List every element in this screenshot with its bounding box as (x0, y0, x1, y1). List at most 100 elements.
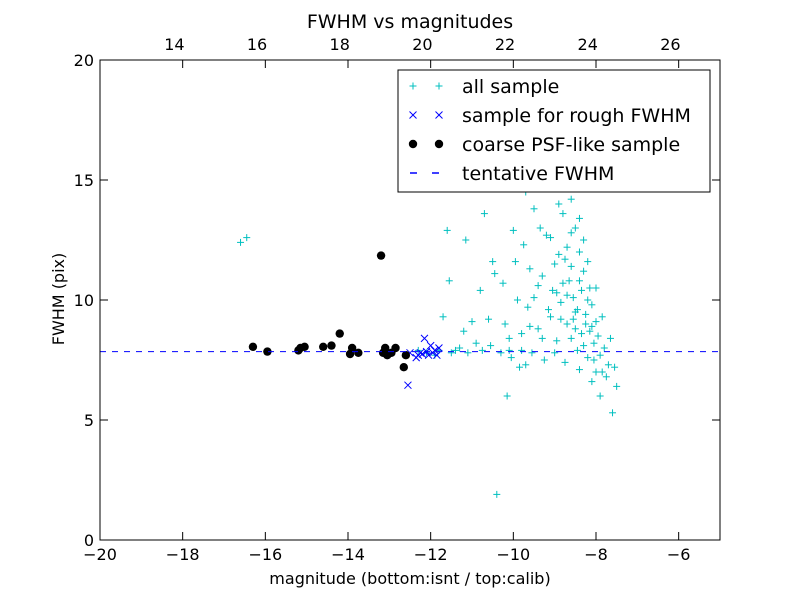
all-sample-point (592, 318, 600, 326)
all-sample-point (609, 409, 617, 417)
x-axis-label: magnitude (bottom:isnt / top:calib) (269, 569, 550, 588)
all-sample-point (555, 200, 563, 208)
psf-like-point (347, 343, 357, 353)
rough-fwhm-point (404, 381, 412, 390)
all-sample-point (476, 286, 484, 294)
all-sample-point (588, 301, 596, 309)
all-sample-point (584, 296, 592, 304)
legend-label: all sample (462, 76, 559, 98)
all-sample-point (530, 205, 538, 213)
all-sample-point (513, 296, 521, 304)
all-sample-point (606, 334, 614, 342)
all-sample-point (530, 294, 538, 302)
all-sample-point (462, 236, 470, 244)
all-sample-point (598, 313, 606, 321)
legend-marker-icon (409, 111, 417, 119)
psf-like-point (319, 342, 328, 351)
all-sample-point (485, 315, 493, 323)
all-sample-point (516, 363, 524, 371)
all-sample-point (489, 258, 497, 266)
all-sample-point (573, 346, 581, 354)
rough-fwhm-point (435, 344, 443, 352)
all-sample-point (551, 349, 559, 357)
all-sample-point (478, 346, 486, 354)
all-sample-point (588, 378, 596, 386)
all-sample-point (518, 346, 526, 354)
all-sample-point (557, 298, 565, 306)
all-sample-point (563, 320, 571, 328)
all-sample-point (503, 392, 511, 400)
all-sample-point (551, 260, 559, 268)
all-sample-point (243, 234, 251, 242)
legend: all sample sample for rough FWHM coarse PS… (397, 69, 711, 193)
all-sample-point (555, 250, 563, 258)
all-sample-point (493, 490, 501, 498)
legend-marker-icon (434, 139, 444, 149)
all-sample-point (507, 354, 515, 362)
all-sample-point (596, 392, 604, 400)
rough-fwhm-point (420, 334, 429, 343)
top-tick-label: 14 (164, 35, 184, 54)
psf-like-point (248, 342, 258, 351)
all-sample-point (584, 354, 592, 362)
all-sample-point (575, 214, 583, 222)
all-sample-point (491, 270, 499, 278)
all-sample-point (511, 258, 519, 266)
legend-item: tentative FWHM (410, 163, 614, 185)
legend-label: sample for rough FWHM (462, 105, 691, 127)
all-sample-point (598, 368, 606, 376)
all-sample-point (505, 334, 513, 342)
all-sample-point (569, 315, 577, 323)
y-axis-label: FWHM (pix) (49, 253, 68, 346)
all-sample-point (487, 342, 495, 350)
all-sample-point (580, 267, 588, 275)
all-sample-point (528, 349, 536, 357)
x-tick-label: −14 (331, 545, 365, 564)
rough-fwhm-point (416, 348, 425, 357)
all-sample-point (480, 210, 488, 218)
psf-like-point (381, 343, 390, 353)
x-tick-label: −12 (414, 545, 448, 564)
top-tick-label: 18 (330, 35, 350, 54)
all-sample-point (547, 313, 555, 321)
all-sample-point (590, 339, 598, 347)
all-sample-point (567, 262, 575, 270)
all-sample-point (559, 279, 567, 287)
all-sample-point (553, 337, 561, 345)
all-sample-point (468, 318, 476, 326)
all-sample-point (561, 255, 569, 263)
all-sample-point (571, 308, 579, 316)
all-sample-point (575, 277, 583, 285)
all-sample-point (534, 325, 542, 333)
legend-marker-icon (408, 139, 418, 149)
all-sample-point (582, 310, 590, 318)
all-sample-point (575, 248, 583, 256)
all-sample-point (575, 366, 583, 374)
legend-marker-icon (435, 82, 443, 90)
all-sample-point (578, 330, 586, 338)
all-sample-point (586, 284, 594, 292)
psf-like-point (376, 251, 386, 260)
all-sample-point (567, 229, 575, 237)
y-tick-label: 10 (74, 291, 94, 310)
legend-label: tentative FWHM (462, 163, 614, 185)
legend-item: coarse PSF-like sample (408, 134, 680, 156)
all-sample-point (559, 210, 567, 218)
all-sample-point (540, 356, 548, 364)
all-sample-point (501, 320, 509, 328)
all-sample-point (600, 344, 608, 352)
legend-marker-icon (435, 111, 443, 119)
all-sample-point (447, 349, 455, 357)
x-tick-label: −8 (584, 545, 608, 564)
legend-label: coarse PSF-like sample (462, 134, 680, 156)
all-sample-point (520, 241, 528, 249)
all-sample-point (547, 234, 555, 242)
psf-like-point (391, 343, 400, 353)
legend-item: all sample (409, 76, 559, 98)
all-sample-point (538, 272, 546, 280)
all-sample-point (580, 236, 588, 244)
all-sample-point (571, 325, 579, 333)
psf-like-point (327, 341, 336, 350)
psf-like-point (354, 348, 363, 357)
